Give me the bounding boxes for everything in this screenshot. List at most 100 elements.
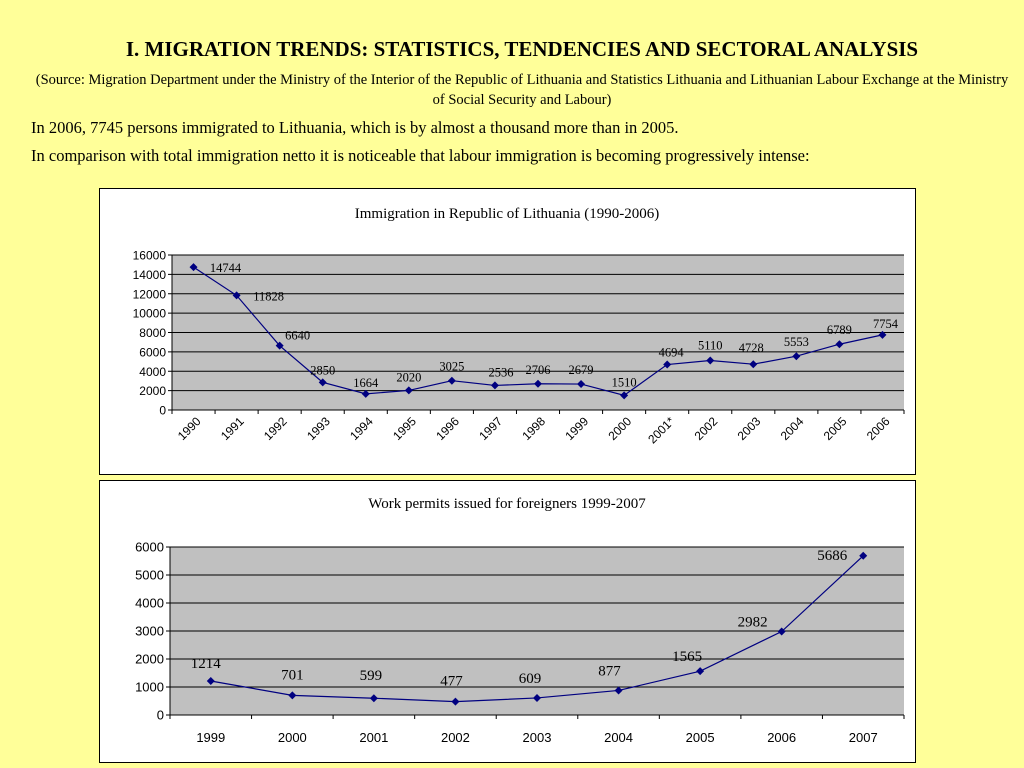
y-tick-label: 6000	[139, 345, 166, 359]
data-point	[835, 340, 844, 349]
data-label: 7754	[873, 317, 899, 331]
x-tick-label: 1991	[218, 414, 247, 443]
x-tick-label: 1990	[175, 414, 204, 443]
data-label: 4694	[659, 346, 685, 360]
chart-title: Work permits issued for foreigners 1999-…	[368, 496, 646, 512]
data-point	[696, 667, 705, 676]
x-tick-label: 2005	[686, 730, 715, 745]
y-tick-label: 4000	[135, 596, 164, 611]
x-tick-label: 1994	[347, 414, 376, 443]
data-label: 2679	[569, 363, 594, 377]
work-permits-chart-svg: Work permits issued for foreigners 1999-…	[135, 496, 905, 745]
data-point	[447, 376, 456, 385]
x-tick-label: 2007	[849, 730, 878, 745]
data-point	[533, 693, 541, 702]
data-point	[792, 352, 801, 361]
y-tick-label: 1000	[135, 680, 164, 695]
x-tick-label: 2004	[778, 414, 807, 443]
data-point	[369, 694, 378, 703]
x-tick-label: 1999	[196, 730, 225, 745]
page-title: I. MIGRATION TRENDS: STATISTICS, TENDENC…	[125, 37, 919, 61]
data-point	[232, 291, 241, 300]
data-point	[318, 378, 327, 387]
x-tick-label: 1992	[261, 414, 290, 443]
data-point	[206, 677, 215, 686]
y-tick-label: 5000	[135, 568, 164, 583]
y-tick-label: 4000	[139, 365, 166, 379]
y-tick-label: 10000	[133, 307, 167, 321]
x-tick-label: 1997	[476, 414, 505, 443]
data-point	[275, 341, 284, 350]
data-point	[620, 391, 629, 400]
data-point	[777, 627, 786, 636]
x-tick-label: 1995	[390, 414, 419, 443]
y-tick-label: 0	[157, 708, 164, 723]
data-point	[361, 389, 370, 398]
x-tick-label: 1996	[433, 414, 462, 443]
work-permits-chart: Work permits issued for foreigners 1999-…	[99, 480, 916, 763]
immigration-chart-svg: Immigration in Republic of Lithuania (19…	[133, 206, 905, 446]
paragraph-labour-immigration: In comparison with total immigration net…	[31, 146, 810, 165]
data-label: 11828	[253, 289, 284, 303]
data-label: 2850	[310, 363, 335, 377]
data-point	[404, 386, 413, 395]
x-tick-label: 2003	[523, 730, 552, 745]
x-tick-label: 2001*	[645, 414, 677, 446]
y-tick-label: 3000	[135, 624, 164, 639]
data-label: 599	[360, 668, 383, 684]
data-label: 701	[281, 667, 304, 683]
data-label: 6640	[285, 329, 310, 343]
data-label: 877	[598, 663, 621, 679]
y-tick-label: 2000	[139, 384, 166, 398]
data-label: 1214	[191, 656, 222, 672]
data-label: 2020	[396, 370, 421, 384]
data-point	[577, 380, 586, 389]
data-label: 2536	[488, 365, 513, 379]
data-label: 2706	[526, 363, 551, 377]
x-tick-label: 2000	[278, 730, 307, 745]
y-tick-label: 12000	[133, 287, 167, 301]
data-point	[614, 686, 623, 695]
data-point	[859, 551, 868, 560]
paragraph-immigration-2006: In 2006, 7745 persons immigrated to Lith…	[31, 118, 679, 137]
x-tick-label: 1999	[562, 414, 591, 443]
data-point	[878, 330, 887, 339]
data-label: 6789	[827, 323, 852, 337]
x-tick-label: 2006	[767, 730, 796, 745]
data-label: 3025	[439, 360, 464, 374]
data-label: 4728	[739, 341, 764, 355]
data-label: 5110	[698, 338, 723, 352]
data-label: 1510	[612, 375, 637, 389]
data-label: 477	[440, 674, 463, 690]
data-point	[663, 360, 672, 369]
data-label: 14744	[210, 261, 242, 275]
x-tick-label: 2001	[359, 730, 388, 745]
x-tick-label: 2004	[604, 730, 633, 745]
data-label: 609	[519, 671, 542, 687]
x-tick-label: 1993	[304, 414, 333, 443]
data-point	[189, 263, 198, 272]
data-point	[706, 356, 715, 365]
y-tick-label: 14000	[133, 268, 167, 282]
x-tick-label: 2005	[821, 414, 850, 443]
data-point	[451, 697, 460, 706]
x-tick-label: 2002	[692, 414, 721, 443]
data-label: 5553	[784, 335, 809, 349]
x-tick-label: 1998	[519, 414, 548, 443]
chart-title: Immigration in Republic of Lithuania (19…	[355, 206, 660, 222]
source-note: (Source: Migration Department under the …	[35, 72, 1009, 108]
x-tick-label: 2000	[605, 414, 634, 443]
data-label: 1565	[672, 649, 702, 665]
data-point	[749, 360, 758, 369]
y-tick-label: 0	[159, 404, 166, 418]
data-label: 2982	[738, 615, 768, 631]
immigration-chart: Immigration in Republic of Lithuania (19…	[99, 188, 916, 475]
x-tick-label: 2002	[441, 730, 470, 745]
x-tick-label: 2006	[864, 414, 893, 443]
x-tick-label: 2003	[735, 414, 764, 443]
y-tick-label: 16000	[133, 249, 167, 263]
y-tick-label: 8000	[139, 326, 166, 340]
data-point	[288, 691, 297, 700]
data-point	[534, 379, 542, 388]
data-point	[490, 381, 499, 390]
